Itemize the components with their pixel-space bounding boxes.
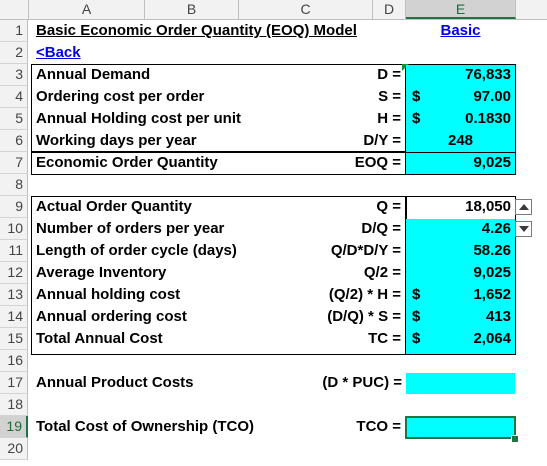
column-header-a[interactable]: A [29, 0, 145, 19]
average-inventory-symbol: Q/2 = [363, 264, 401, 281]
annual-holding-cost-value: $ 1,652 [406, 284, 515, 306]
annual-ordering-cost-amount: 413 [485, 308, 511, 325]
total-annual-cost-amount: 2,064 [473, 330, 511, 347]
dollar-sign: $ [412, 286, 421, 303]
total-annual-cost-value: $ 2,064 [406, 328, 515, 350]
holding-cost-label: Annual Holding cost per unit [36, 110, 241, 127]
ordering-cost-value: 97.00 [473, 88, 511, 105]
error-indicator-icon [402, 64, 409, 71]
holding-cost-symbol: H = [377, 110, 401, 127]
row-header-18[interactable]: 18 [0, 394, 28, 416]
back-link[interactable]: <Back [36, 44, 81, 61]
ordering-cost-label: Ordering cost per order [36, 88, 205, 105]
working-days-input[interactable]: 248 [447, 132, 474, 149]
average-inventory-value: 9,025 [473, 264, 511, 281]
annual-demand-input[interactable]: 76,833 [465, 66, 511, 83]
eoq-symbol: EOQ = [354, 154, 401, 171]
dollar-sign: $ [412, 308, 421, 325]
row-header-17[interactable]: 17 [0, 372, 28, 394]
row-header-7[interactable]: 7 [0, 152, 28, 174]
average-inventory-label: Average Inventory [36, 264, 167, 281]
row-header-12[interactable]: 12 [0, 262, 28, 284]
eoq-separator [31, 151, 516, 153]
basic-link[interactable]: Basic [440, 22, 481, 39]
annual-demand-symbol: D = [377, 66, 401, 83]
eoq-label: Economic Order Quantity [36, 154, 218, 171]
total-annual-cost-label: Total Annual Cost [36, 330, 163, 347]
results-values-fill [406, 219, 515, 354]
orders-per-year-symbol: D/Q = [361, 220, 401, 237]
row-header-15[interactable]: 15 [0, 328, 28, 350]
tco-label: Total Cost of Ownership (TCO) [36, 418, 255, 435]
column-header-c[interactable]: C [239, 0, 373, 19]
row-header-19[interactable]: 19 [0, 416, 28, 438]
ordering-cost-input[interactable]: $ 97.00 [406, 86, 515, 108]
row-header-16[interactable]: 16 [0, 350, 28, 372]
actual-order-quantity-symbol: Q = [376, 198, 401, 215]
order-cycle-length-value: 58.26 [473, 242, 511, 259]
quantity-increase-button[interactable] [515, 199, 532, 215]
row-header-3[interactable]: 3 [0, 64, 28, 86]
chevron-down-icon [518, 226, 529, 232]
ordering-cost-symbol: S = [378, 88, 401, 105]
holding-cost-value: 0.1830 [465, 110, 511, 127]
annual-holding-cost-label: Annual holding cost [36, 286, 181, 303]
dollar-sign: $ [412, 110, 421, 127]
row-header-14[interactable]: 14 [0, 306, 28, 328]
results-block-border [31, 196, 516, 355]
row-header-5[interactable]: 5 [0, 108, 28, 130]
annual-ordering-cost-value: $ 413 [406, 306, 515, 328]
annual-holding-cost-amount: 1,652 [473, 286, 511, 303]
orders-per-year-label: Number of orders per year [36, 220, 225, 237]
annual-demand-label: Annual Demand [36, 66, 151, 83]
model-title: Basic Economic Order Quantity (EOQ) Mode… [36, 22, 357, 39]
product-costs-value[interactable] [406, 373, 515, 394]
actual-order-quantity-input[interactable]: 18,050 [465, 198, 511, 215]
row-header-6[interactable]: 6 [0, 130, 28, 152]
product-costs-label: Annual Product Costs [36, 374, 194, 391]
dollar-sign: $ [412, 88, 421, 105]
column-header-b[interactable]: B [145, 0, 239, 19]
annual-ordering-cost-label: Annual ordering cost [36, 308, 187, 325]
input-block-border [31, 64, 516, 175]
holding-cost-input[interactable]: $ 0.1830 [406, 108, 515, 130]
order-cycle-length-label: Length of order cycle (days) [36, 242, 237, 259]
row-header-8[interactable]: 8 [0, 174, 28, 196]
eoq-value: 9,025 [473, 154, 511, 171]
tco-symbol: TCO = [356, 418, 401, 435]
tco-value-cell[interactable] [405, 416, 516, 439]
orders-per-year-value: 4.26 [481, 220, 511, 237]
row-header-9[interactable]: 9 [0, 196, 28, 218]
working-days-label: Working days per year [36, 132, 197, 149]
column-header-d[interactable]: D [373, 0, 406, 19]
row-header-11[interactable]: 11 [0, 240, 28, 262]
actual-order-quantity-label: Actual Order Quantity [36, 198, 192, 215]
row-header-20[interactable]: 20 [0, 438, 28, 460]
row-header-13[interactable]: 13 [0, 284, 28, 306]
row-header-10[interactable]: 10 [0, 218, 28, 240]
chevron-up-icon [518, 204, 529, 210]
input-values-fill [406, 65, 515, 152]
row-header-1[interactable]: 1 [0, 20, 28, 42]
results-divider [405, 196, 407, 354]
dollar-sign: $ [412, 330, 421, 347]
total-annual-cost-symbol: TC = [368, 330, 401, 347]
fill-handle[interactable] [511, 435, 519, 443]
column-header-bar: A B C D E [0, 0, 547, 20]
select-all-corner[interactable] [0, 0, 29, 19]
column-header-e[interactable]: E [406, 0, 516, 19]
annual-ordering-cost-symbol: (D/Q) * S = [327, 308, 401, 325]
annual-holding-cost-symbol: (Q/2) * H = [328, 286, 401, 303]
order-cycle-length-symbol: Q/D*D/Y = [330, 242, 401, 259]
row-header-2[interactable]: 2 [0, 42, 28, 64]
quantity-decrease-button[interactable] [515, 221, 532, 237]
row-header-4[interactable]: 4 [0, 86, 28, 108]
eoq-value-fill [406, 153, 515, 174]
product-costs-symbol: (D * PUC) = [322, 374, 402, 391]
working-days-symbol: D/Y = [363, 132, 401, 149]
input-divider [405, 64, 407, 174]
